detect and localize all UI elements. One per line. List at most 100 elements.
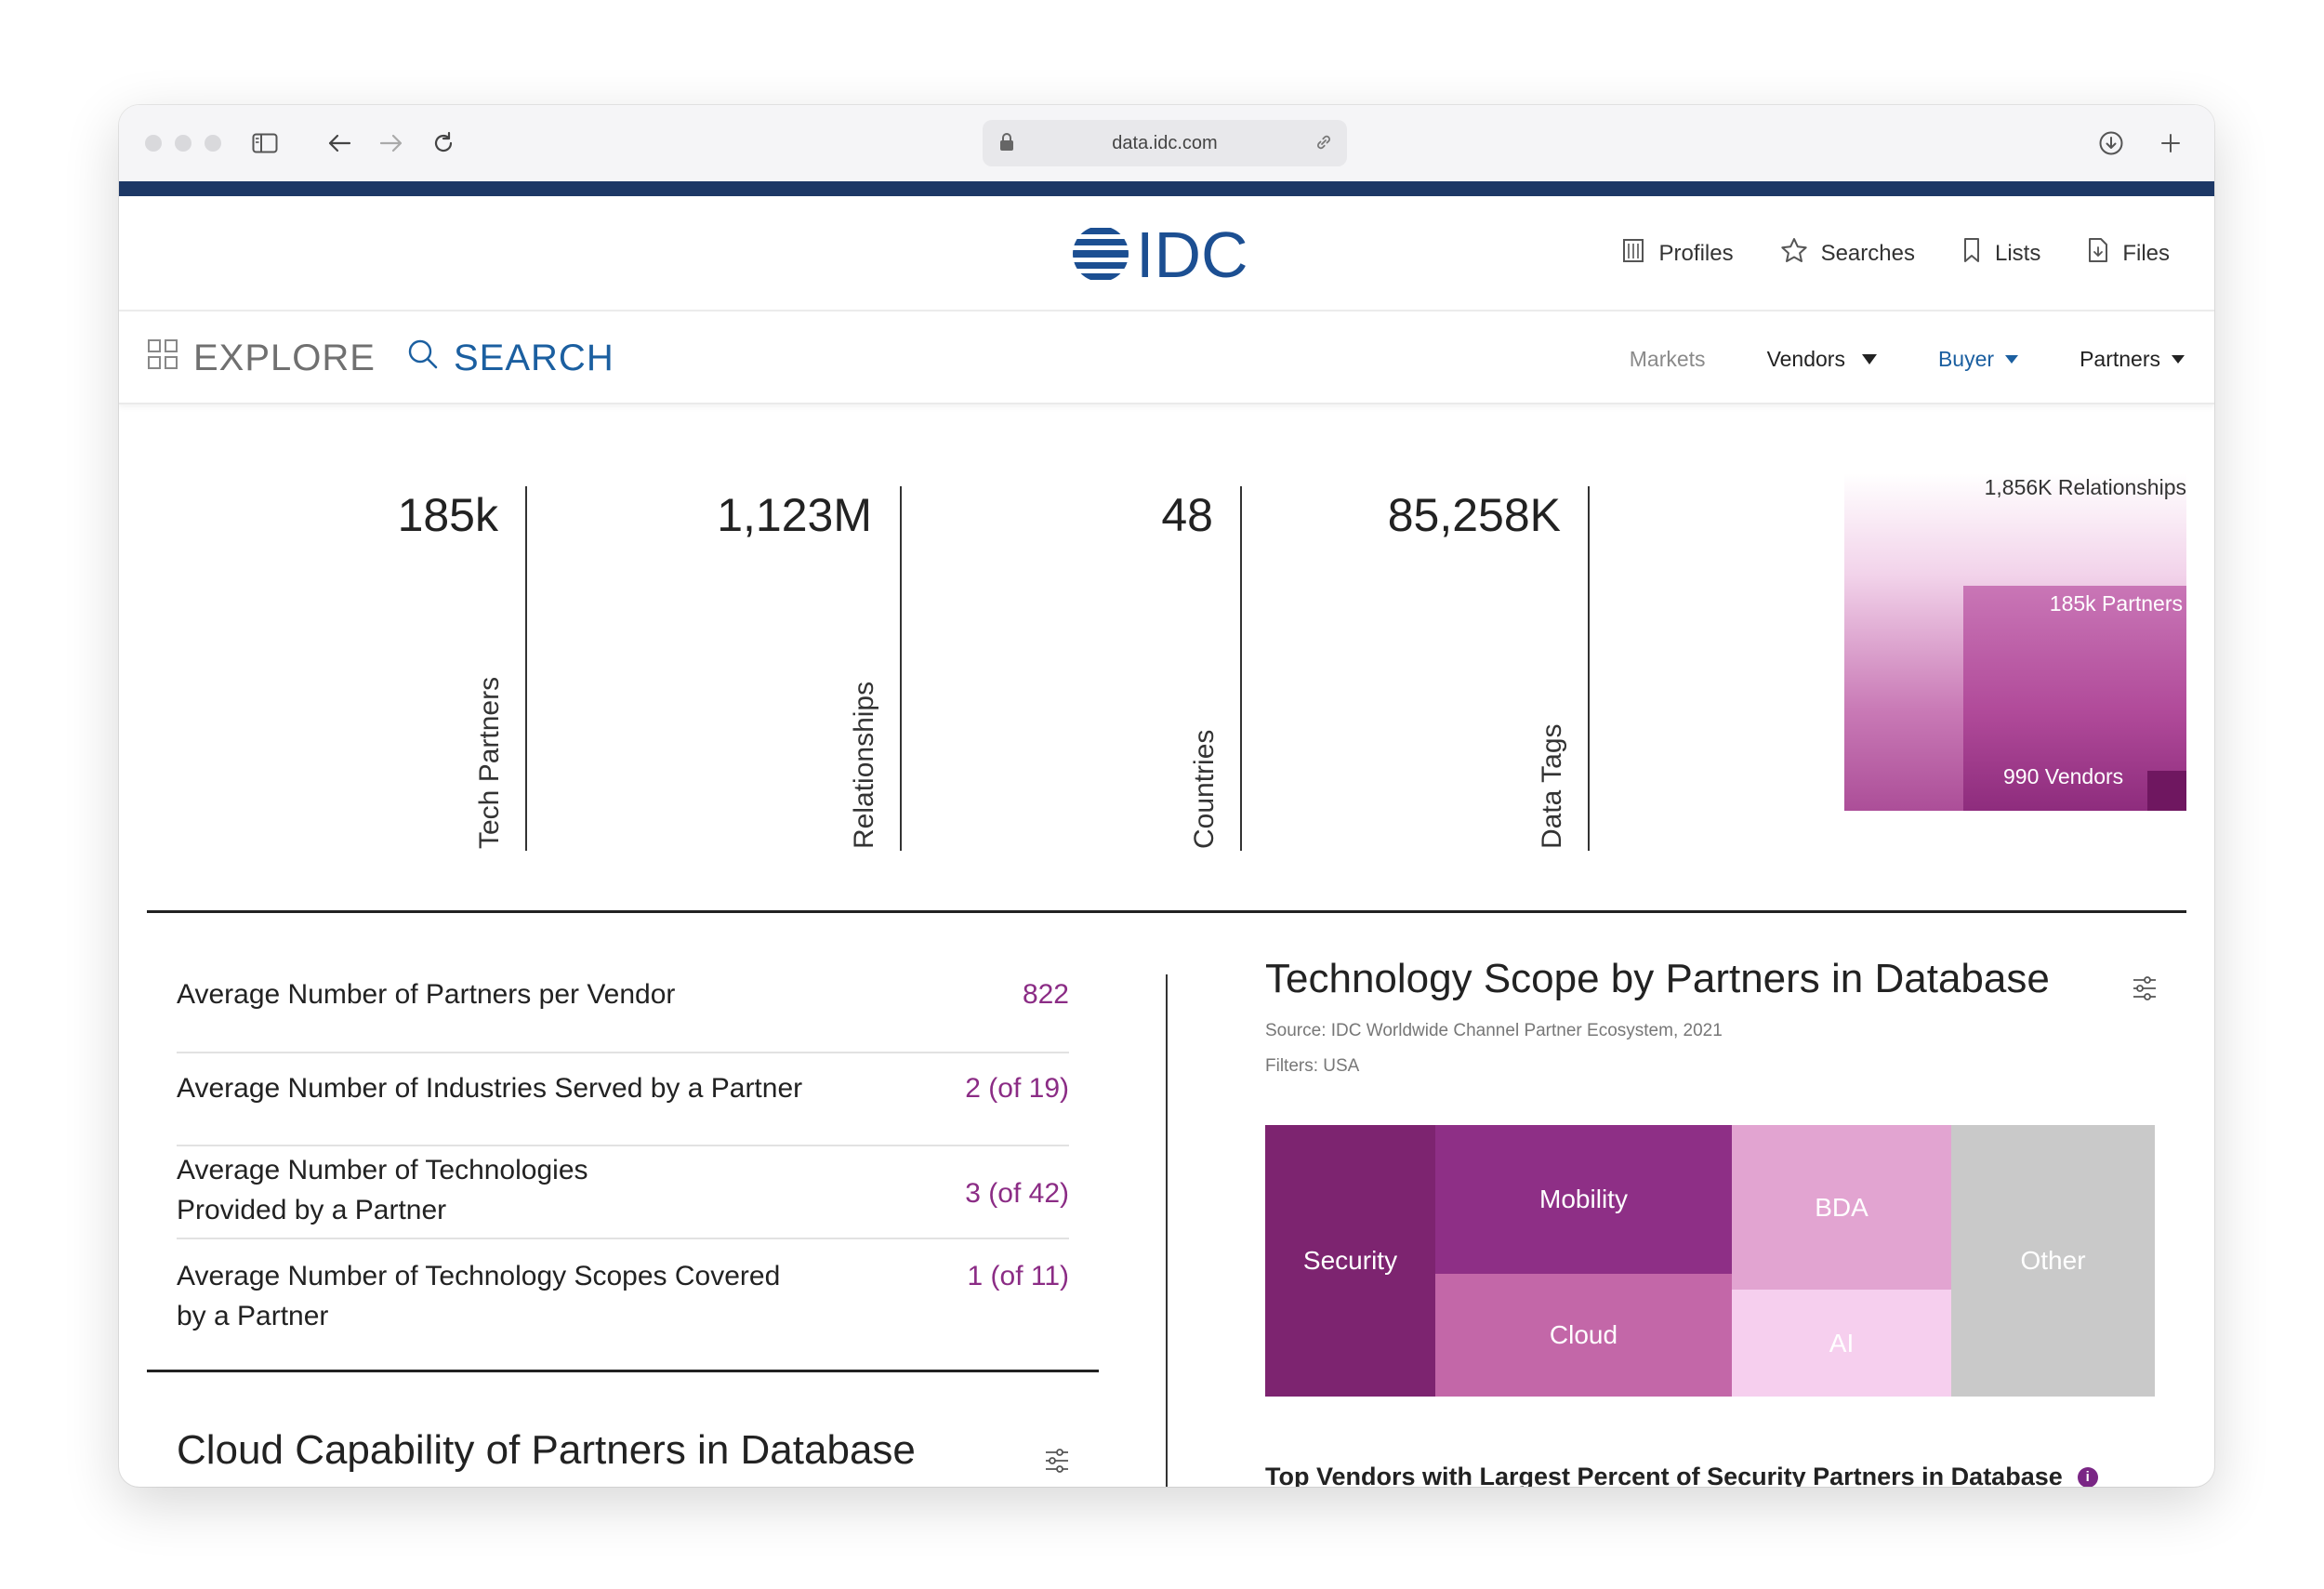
treemap-label-ai: AI — [1829, 1328, 1855, 1357]
stat-divider — [1588, 486, 1590, 851]
treemap-label-mobility: Mobility — [1539, 1185, 1628, 1213]
treemap-label-other: Other — [2020, 1246, 2086, 1275]
list-item: Average Number of Technology Scopes Cove… — [177, 1239, 1069, 1332]
list-item: Average Number of Technologies Provided … — [177, 1146, 1069, 1239]
caret-down-icon — [2172, 355, 2185, 364]
stat-countries-value: 48 — [1161, 489, 1213, 541]
filter-partners-label: Partners — [2080, 347, 2160, 371]
average-label: Average Number of Technology Scopes Cove… — [177, 1256, 780, 1336]
tech-scope-source: Source: IDC Worldwide Channel Partner Ec… — [1265, 1021, 1723, 1040]
treemap-cell-mobility[interactable]: Mobility — [1435, 1125, 1732, 1274]
stat-divider — [1240, 486, 1242, 851]
caret-down-icon — [2005, 355, 2019, 364]
nav-searches-label: Searches — [1820, 240, 1915, 266]
average-label: Average Number of Industries Served by a… — [177, 1073, 803, 1104]
stat-data-tags-label: Data Tags — [1537, 723, 1567, 849]
browser-toolbar: data.idc.com — [119, 105, 2214, 181]
nav-searches[interactable]: Searches — [1780, 237, 1915, 270]
treemap-cell-security[interactable]: Security — [1265, 1125, 1435, 1397]
filter-buyer[interactable]: Buyer — [1937, 347, 2019, 372]
partners-label: 185k Partners — [2049, 591, 2183, 616]
relationships-label: 1,856K Relationships — [1984, 475, 2186, 499]
average-label-line: Average Number of Technologies — [177, 1155, 588, 1185]
top-vendors-heading: Top Vendors with Largest Percent of Secu… — [1265, 1463, 2098, 1487]
average-label-line: Average Number of Technology Scopes Cove… — [177, 1261, 781, 1291]
average-value: 3 (of 42) — [965, 1178, 1069, 1209]
nav-lists[interactable]: Lists — [1961, 237, 2040, 270]
cloud-capability-title: Cloud Capability of Partners in Database — [177, 1427, 916, 1473]
stat-data-tags-value: 85,258K — [1387, 489, 1561, 541]
address-bar[interactable]: data.idc.com — [983, 120, 1347, 166]
download-icon[interactable] — [2093, 126, 2129, 161]
reload-icon[interactable] — [426, 126, 461, 161]
explore-label: EXPLORE — [193, 338, 376, 378]
filter-vendors[interactable]: Vendors — [1767, 347, 1877, 372]
average-label-line: Provided by a Partner — [177, 1195, 447, 1225]
info-icon[interactable]: i — [2077, 1466, 2098, 1487]
filter-partners[interactable]: Partners — [2080, 347, 2185, 372]
new-tab-plus-icon[interactable] — [2153, 126, 2188, 161]
building-icon — [1620, 237, 1646, 270]
stat-tech-partners-label: Tech Partners — [474, 676, 505, 849]
section-divider — [147, 910, 2186, 913]
top-nav: Profiles Searches Lists Files — [1620, 237, 2170, 270]
average-value: 822 — [1022, 979, 1069, 1010]
stat-relationships-label: Relationships — [849, 681, 879, 849]
nav-profiles[interactable]: Profiles — [1620, 237, 1734, 270]
stat-countries-label: Countries — [1189, 729, 1220, 849]
minimize-window-button[interactable] — [175, 135, 191, 152]
file-download-icon — [2087, 237, 2109, 270]
idc-logo[interactable]: IDC — [1071, 218, 1261, 291]
treemap-label-cloud: Cloud — [1549, 1320, 1618, 1349]
average-value: 2 (of 19) — [965, 1073, 1069, 1104]
stat-divider — [525, 486, 527, 851]
average-label-line: by a Partner — [177, 1301, 329, 1331]
link-icon[interactable] — [1314, 132, 1334, 157]
star-icon — [1780, 237, 1808, 270]
url-text: data.idc.com — [1112, 133, 1218, 153]
treemap-cell-cloud[interactable]: Cloud — [1435, 1274, 1732, 1397]
treemap-label-bda: BDA — [1815, 1192, 1868, 1222]
filter-menu: Markets Vendors Buyer Partners — [1630, 347, 2185, 372]
column-divider — [1166, 974, 1168, 1487]
nav-lists-label: Lists — [1994, 240, 2041, 266]
grid-icon — [147, 338, 178, 379]
treemap-cell-other[interactable]: Other — [1951, 1125, 2155, 1397]
nav-files[interactable]: Files — [2087, 237, 2170, 270]
stat-tech-partners-value: 185k — [397, 489, 498, 541]
search-label: SEARCH — [454, 338, 614, 378]
vendors-label: 990 Vendors — [2003, 764, 2124, 788]
top-vendors-title: Top Vendors with Largest Percent of Secu… — [1265, 1463, 2063, 1487]
average-label: Average Number of Partners per Vendor — [177, 979, 676, 1010]
caret-down-icon — [1861, 354, 1877, 364]
search-tab[interactable]: SEARCH — [407, 338, 614, 379]
filter-markets-label: Markets — [1629, 347, 1706, 371]
zoom-window-button[interactable] — [205, 135, 221, 152]
logo-text: IDC — [1136, 224, 1248, 284]
forward-arrow-icon[interactable] — [374, 126, 409, 161]
sidebar-toggle-icon[interactable] — [247, 126, 283, 161]
nav-files-label: Files — [2122, 240, 2170, 266]
list-item: Average Number of Partners per Vendor 82… — [177, 960, 1069, 1053]
stat-relationships-value: 1,123M — [717, 489, 872, 541]
treemap-cell-bda[interactable]: BDA — [1732, 1125, 1951, 1290]
stat-divider — [900, 486, 902, 851]
top-utility-band — [119, 181, 2214, 196]
average-value: 1 (of 11) — [967, 1261, 1070, 1291]
vendors-box — [2147, 771, 2186, 811]
settings-sliders-icon[interactable] — [2131, 974, 2159, 1002]
filter-markets[interactable]: Markets — [1630, 347, 1706, 372]
treemap-cell-ai[interactable]: AI — [1732, 1290, 1951, 1397]
explore-tab[interactable]: EXPLORE — [147, 338, 376, 379]
explore-bar: EXPLORE SEARCH Markets Vendors Buyer Par… — [119, 311, 2214, 404]
site-header: IDC Profiles Searches Lists — [119, 196, 2214, 311]
search-icon — [407, 338, 439, 379]
browser-window: data.idc.com — [119, 105, 2214, 1487]
settings-sliders-icon[interactable] — [1043, 1447, 1071, 1475]
filter-buyer-label: Buyer — [1937, 347, 1995, 371]
back-arrow-icon[interactable] — [322, 126, 357, 161]
section-divider — [147, 1370, 1099, 1372]
close-window-button[interactable] — [145, 135, 162, 152]
nav-profiles-label: Profiles — [1658, 240, 1734, 266]
average-label: Average Number of Technologies Provided … — [177, 1150, 588, 1230]
